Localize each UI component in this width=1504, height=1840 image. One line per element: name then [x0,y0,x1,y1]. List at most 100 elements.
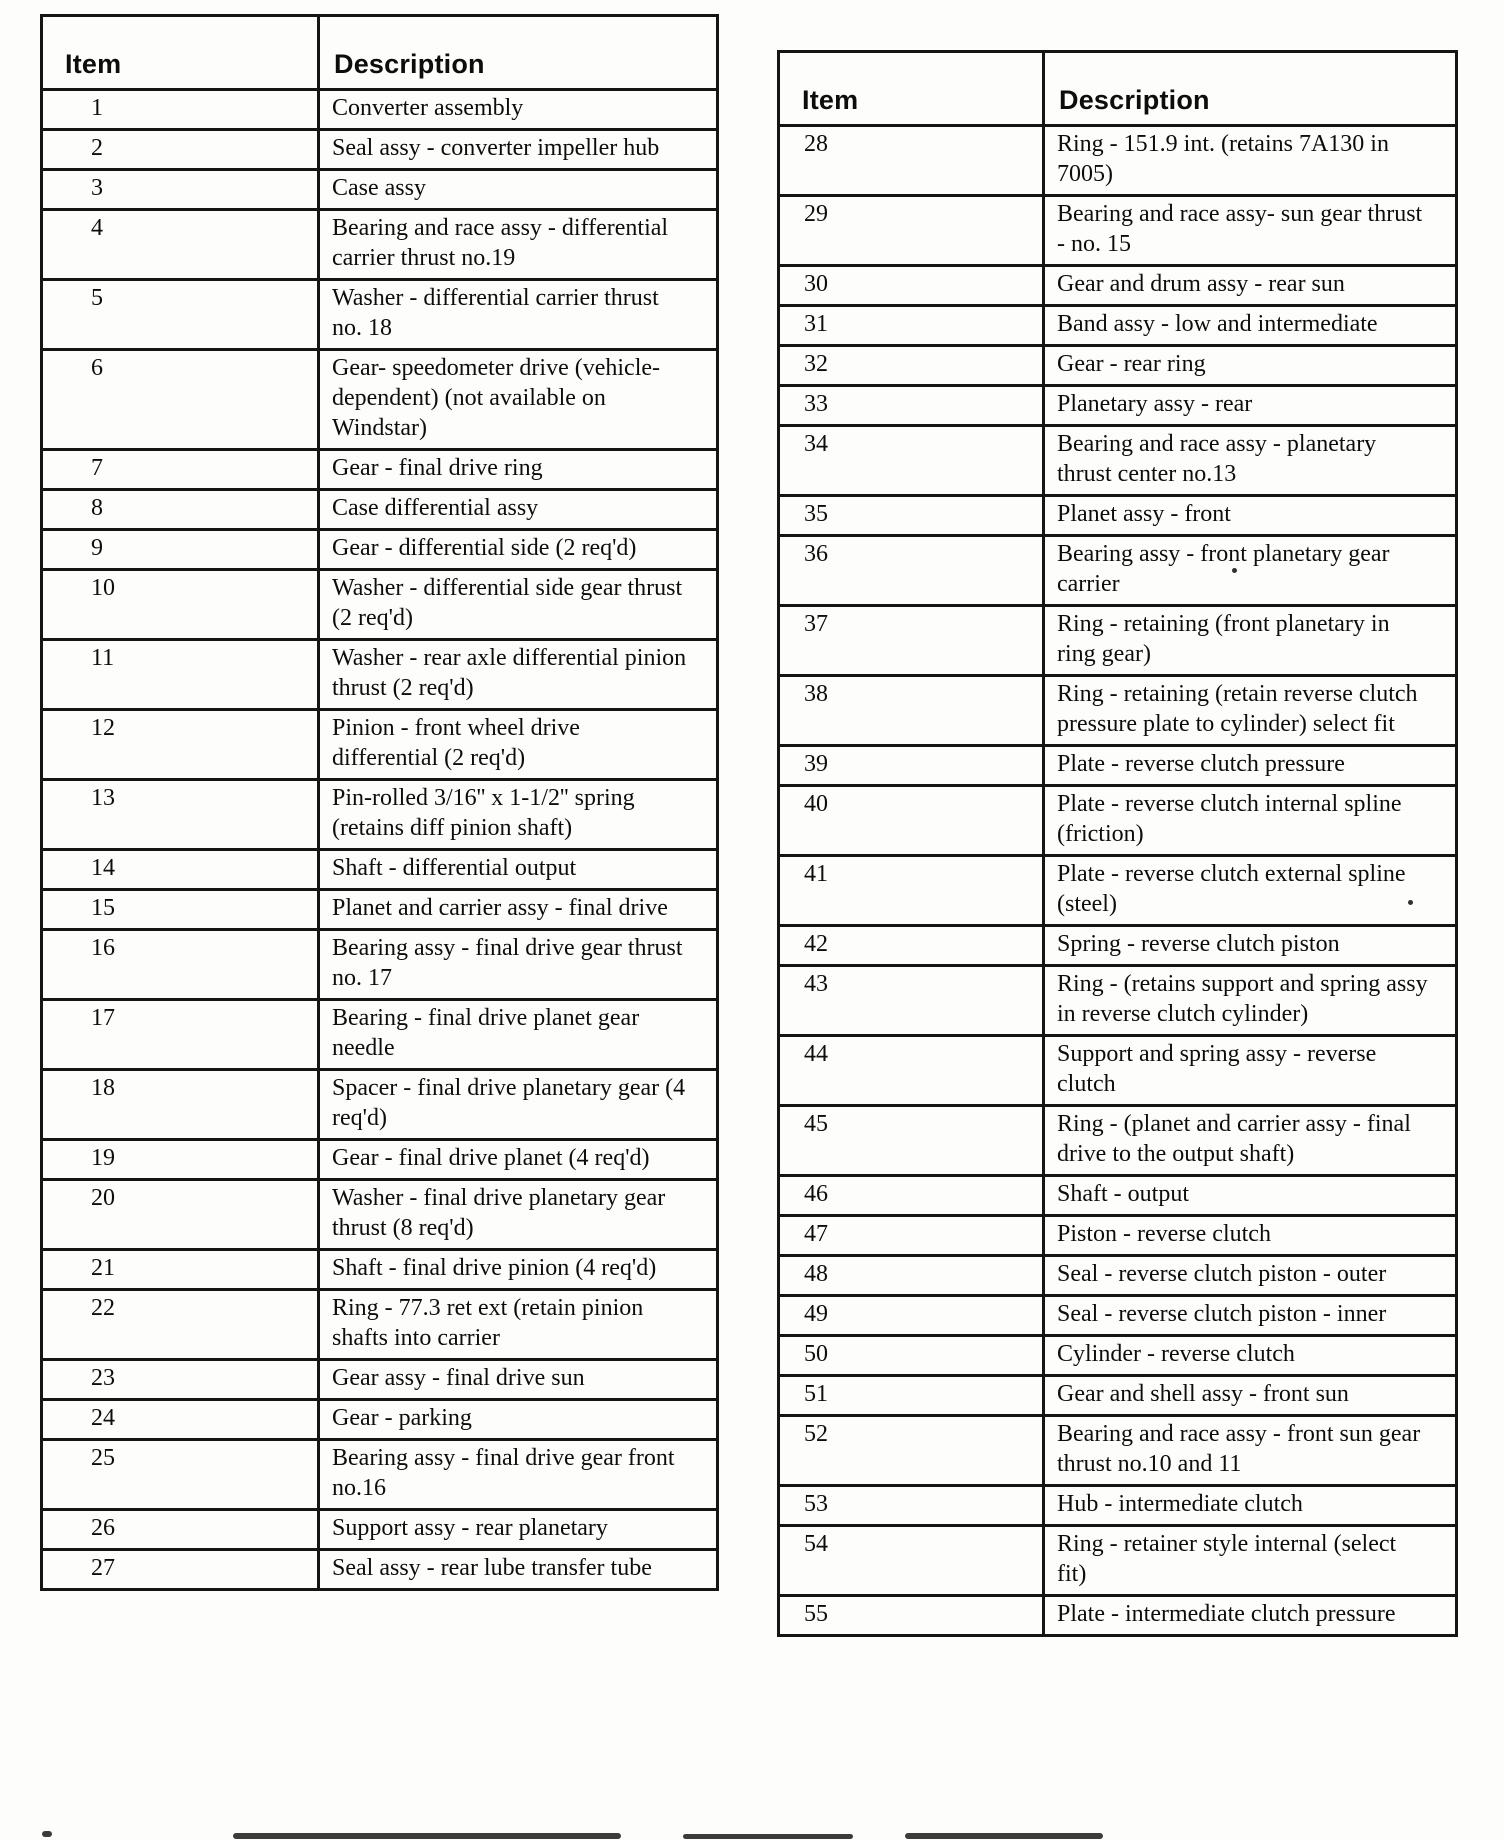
item-number: 44 [777,1034,1045,1107]
item-description: Pin-rolled 3/16'' x 1-1/2'' spring (reta… [317,778,719,851]
table-row: 37 Ring - retaining (front planetary in r… [777,604,1458,677]
item-number: 6 [40,348,320,451]
table-row: 55 Plate - intermediate clutch pressure [777,1594,1458,1637]
item-description: Bearing assy - final drive gear front no… [317,1438,719,1511]
item-description: Gear - parking [317,1398,719,1441]
item-description: Bearing and race assy - front sun gear t… [1042,1414,1458,1487]
table-row: 8 Case differential assy [40,488,719,531]
item-number: 38 [777,674,1045,747]
item-description: Ring - (retains support and spring assy … [1042,964,1458,1037]
item-number: 46 [777,1174,1045,1217]
item-description: Gear and shell assy - front sun [1042,1374,1458,1417]
item-description: Ring - retainer style internal (select f… [1042,1524,1458,1597]
item-description: Gear - differential side (2 req'd) [317,528,719,571]
item-description: Gear - final drive ring [317,448,719,491]
item-description: Hub - intermediate clutch [1042,1484,1458,1527]
table-row: 23 Gear assy - final drive sun [40,1358,719,1401]
item-description: Case differential assy [317,488,719,531]
item-description: Bearing assy - front planetary gear carr… [1042,534,1458,607]
item-number: 49 [777,1294,1045,1337]
item-number: 16 [40,928,320,1001]
table-row: 14 Shaft - differential output [40,848,719,891]
item-number: 32 [777,344,1045,387]
parts-table-items-28-55: Item Description 28 Ring - 151.9 int. (re… [777,50,1458,1637]
item-description: Gear- speedometer drive (vehicle-depende… [317,348,719,451]
table-row: 51 Gear and shell assy - front sun [777,1374,1458,1417]
item-number: 9 [40,528,320,571]
table-body: 1 Converter assembly 2 Seal assy - converte… [40,88,719,1591]
table-row: 34 Bearing and race assy - planetary thru… [777,424,1458,497]
item-number: 17 [40,998,320,1071]
item-description: Shaft - final drive pinion (4 req'd) [317,1248,719,1291]
item-description: Shaft - differential output [317,848,719,891]
item-description: Gear - rear ring [1042,344,1458,387]
table-row: 47 Piston - reverse clutch [777,1214,1458,1257]
table-header-row: Item Description [777,50,1458,127]
item-description: Ring - 151.9 int. (retains 7A130 in 7005… [1042,124,1458,197]
item-number: 27 [40,1548,320,1591]
table-row: 42 Spring - reverse clutch piston [777,924,1458,967]
table-row: 48 Seal - reverse clutch piston - outer [777,1254,1458,1297]
item-number: 52 [777,1414,1045,1487]
table-row: 50 Cylinder - reverse clutch [777,1334,1458,1377]
item-number: 23 [40,1358,320,1401]
item-description: Seal - reverse clutch piston - inner [1042,1294,1458,1337]
item-description: Ring - (planet and carrier assy - final … [1042,1104,1458,1177]
table-row: 54 Ring - retainer style internal (select… [777,1524,1458,1597]
item-number: 8 [40,488,320,531]
item-number: 20 [40,1178,320,1251]
item-description: Gear and drum assy - rear sun [1042,264,1458,307]
item-number: 12 [40,708,320,781]
item-description: Planetary assy - rear [1042,384,1458,427]
table-row: 16 Bearing assy - final drive gear thrust… [40,928,719,1001]
item-number: 51 [777,1374,1045,1417]
item-number: 31 [777,304,1045,347]
item-number: 42 [777,924,1045,967]
table-row: 11 Washer - rear axle differential pinion… [40,638,719,711]
item-number: 2 [40,128,320,171]
item-description: Washer - differential carrier thrust no.… [317,278,719,351]
item-number: 29 [777,194,1045,267]
table-row: 53 Hub - intermediate clutch [777,1484,1458,1527]
table-row: 3 Case assy [40,168,719,211]
description-column-header: Description [1042,50,1458,127]
item-number: 54 [777,1524,1045,1597]
item-column-header: Item [40,14,320,91]
scan-artifact [1232,568,1237,573]
table-row: 38 Ring - retaining (retain reverse clutc… [777,674,1458,747]
table-row: 19 Gear - final drive planet (4 req'd) [40,1138,719,1181]
item-description: Ring - retaining (front planetary in rin… [1042,604,1458,677]
table-row: 30 Gear and drum assy - rear sun [777,264,1458,307]
item-number: 13 [40,778,320,851]
item-number: 25 [40,1438,320,1511]
table-row: 13 Pin-rolled 3/16'' x 1-1/2'' spring (re… [40,778,719,851]
item-column-header: Item [777,50,1045,127]
table-row: 22 Ring - 77.3 ret ext (retain pinion sha… [40,1288,719,1361]
scan-artifact [233,1833,621,1839]
parts-table: Item Description 1 Converter assembly 2 Sea… [40,14,719,1591]
item-number: 24 [40,1398,320,1441]
item-number: 1 [40,88,320,131]
table-row: 26 Support assy - rear planetary [40,1508,719,1551]
table-row: 9 Gear - differential side (2 req'd) [40,528,719,571]
item-number: 22 [40,1288,320,1361]
item-description: Seal assy - converter impeller hub [317,128,719,171]
item-number: 36 [777,534,1045,607]
table-row: 43 Ring - (retains support and spring ass… [777,964,1458,1037]
item-number: 50 [777,1334,1045,1377]
item-number: 34 [777,424,1045,497]
table-row: 20 Washer - final drive planetary gear th… [40,1178,719,1251]
item-number: 28 [777,124,1045,197]
item-description: Spring - reverse clutch piston [1042,924,1458,967]
item-number: 3 [40,168,320,211]
item-description: Support assy - rear planetary [317,1508,719,1551]
table-row: 49 Seal - reverse clutch piston - inner [777,1294,1458,1337]
item-number: 47 [777,1214,1045,1257]
table-row: 25 Bearing assy - final drive gear front … [40,1438,719,1511]
table-row: 24 Gear - parking [40,1398,719,1441]
item-number: 11 [40,638,320,711]
table-row: 40 Plate - reverse clutch internal spline… [777,784,1458,857]
item-number: 15 [40,888,320,931]
item-number: 10 [40,568,320,641]
